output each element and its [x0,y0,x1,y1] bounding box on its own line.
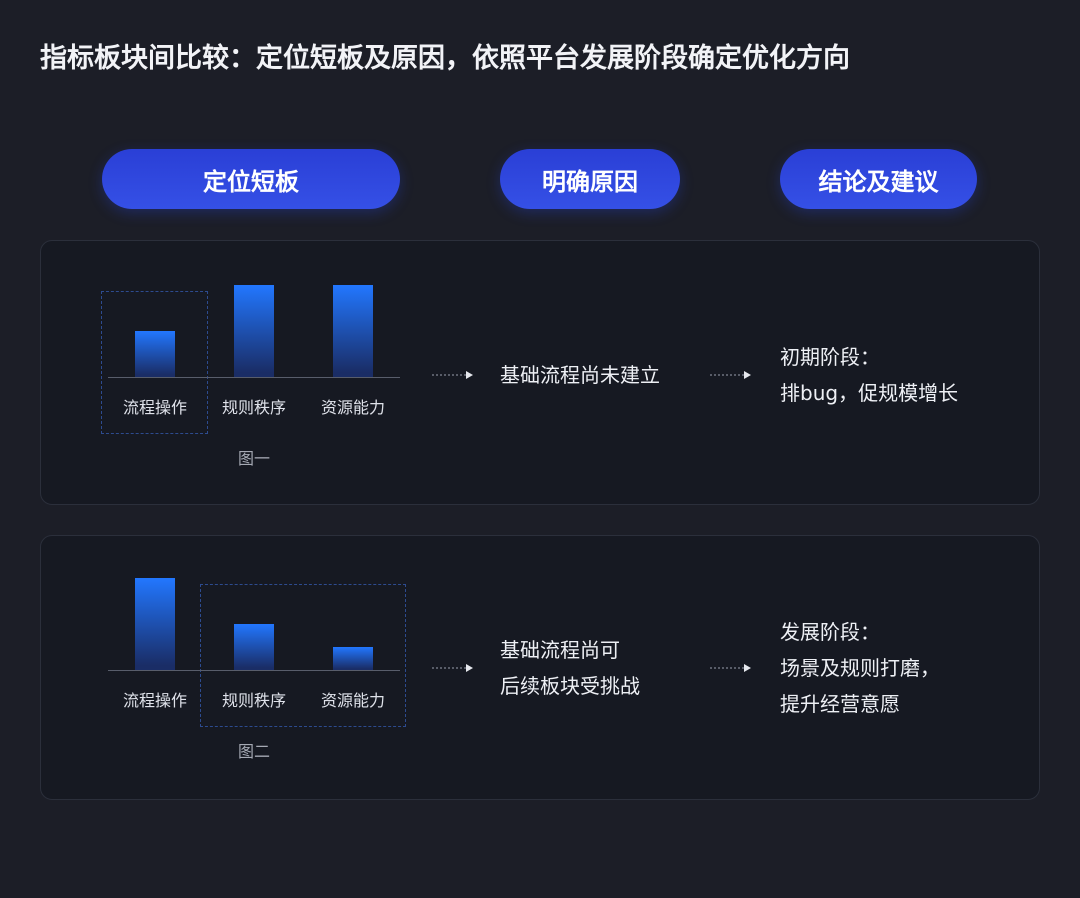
bar-3 [333,647,373,670]
category-label: 规则秩序 [221,398,286,417]
chart-axis [108,377,400,378]
step-conclusion: 结论及建议 [780,149,977,209]
conclusion-detail: 排bug，促规模增长 [780,381,959,405]
category-label: 资源能力 [320,398,385,417]
chart-caption: 图一 [237,449,270,468]
bar-1 [135,578,175,670]
highlight-box [101,291,208,434]
cause-line: 基础流程尚可 [500,638,620,662]
arrow-icon [432,664,473,672]
conclusion-text-1: 初期阶段： 排bug，促规模增长 [780,339,958,411]
cause-text-1: 基础流程尚未建立 [500,363,660,387]
page-title: 指标板块间比较：定位短板及原因，依照平台发展阶段确定优化方向 [40,43,850,74]
category-label: 规则秩序 [221,691,286,710]
bar-1 [135,331,175,377]
cause-line: 后续板块受挑战 [500,674,640,698]
conclusion-detail: 提升经营意愿 [780,692,900,716]
arrow-icon [432,371,473,379]
bar-2 [234,624,274,670]
chart-caption: 图二 [237,742,270,761]
category-label: 流程操作 [122,691,187,710]
bar-2 [234,285,274,377]
cause-text-2: 基础流程尚可 后续板块受挑战 [500,632,640,704]
chart-axis [108,670,400,671]
conclusion-stage: 初期阶段： [780,345,880,369]
conclusion-detail: 场景及规则打磨， [780,656,940,680]
category-label: 流程操作 [122,398,187,417]
comparison-card-1 [40,240,1040,505]
conclusion-text-2: 发展阶段： 场景及规则打磨， 提升经营意愿 [780,614,940,722]
bar-3 [333,285,373,377]
conclusion-stage: 发展阶段： [780,620,880,644]
comparison-card-2 [40,535,1040,800]
step-locate-weakness: 定位短板 [102,149,400,209]
highlight-box [200,584,406,727]
arrow-icon [710,664,751,672]
category-label: 资源能力 [320,691,385,710]
step-identify-cause: 明确原因 [500,149,680,209]
arrow-icon [710,371,751,379]
